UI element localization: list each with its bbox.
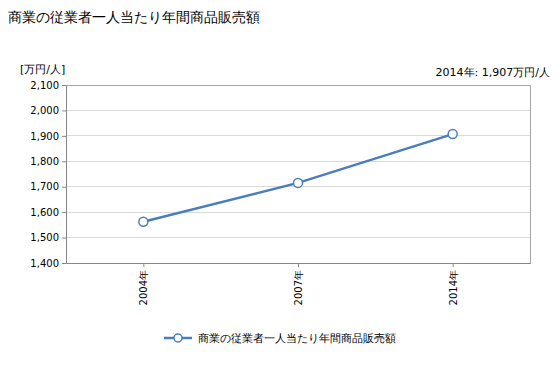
y-tick: 1,900 <box>30 131 66 142</box>
x-tick: 2004年 <box>138 263 149 305</box>
y-axis-label: [万円/人] <box>20 63 65 76</box>
point <box>448 130 457 139</box>
y-tick: 1,500 <box>30 232 66 243</box>
x-tick: 2014年 <box>448 263 459 305</box>
y-tick-mark <box>62 136 66 137</box>
y-tick-label: 2,100 <box>30 80 59 91</box>
y-tick-mark <box>62 238 66 239</box>
y-tick-label: 1,900 <box>30 131 59 142</box>
x-tick-label: 2014年 <box>448 270 459 305</box>
grid <box>66 85 530 263</box>
plot-frame <box>66 85 530 263</box>
x-tick-label: 2004年 <box>138 270 149 305</box>
y-axis-line <box>66 86 67 264</box>
y-tick-mark <box>62 85 66 86</box>
y-tick: 2,100 <box>30 80 66 91</box>
grid-line <box>66 135 530 136</box>
y-tick-label: 1,800 <box>30 156 59 167</box>
legend-item: 商業の従業者一人当たり年間商品販売額 <box>164 332 396 345</box>
series-line <box>143 134 452 222</box>
y-tick-label: 1,700 <box>30 181 59 192</box>
grid-line <box>66 237 530 238</box>
y-tick-label: 1,500 <box>30 232 59 243</box>
annotation: 2014年: 1,907万円/人 <box>436 66 550 79</box>
title: 商業の従業者一人当たり年間商品販売額 <box>8 9 260 25</box>
grid-line <box>66 110 530 111</box>
y-tick: 1,600 <box>30 207 66 218</box>
x-tick-mark <box>453 263 454 267</box>
x-tick-mark <box>298 263 299 267</box>
chart: 商業の従業者一人当たり年間商品販売額 [万円/人] 2014年: 1,907万円/人… <box>0 0 560 366</box>
y-tick-mark <box>62 212 66 213</box>
grid-line <box>66 212 530 213</box>
point <box>139 217 148 226</box>
y-tick-mark <box>62 187 66 188</box>
x-tick: 2007年 <box>293 263 304 305</box>
x-tick-label: 2007年 <box>293 270 304 305</box>
y-tick: 1,700 <box>30 181 66 192</box>
y-tick: 1,400 <box>30 258 66 269</box>
y-tick-label: 1,400 <box>30 258 59 269</box>
y-tick-label: 1,600 <box>30 207 59 218</box>
legend-label: 商業の従業者一人当たり年間商品販売額 <box>198 332 396 345</box>
y-tick: 2,000 <box>30 105 66 116</box>
y-axis: 1,400 1,500 1,600 1,700 1,800 1,900 2,000 2,100 <box>30 80 66 269</box>
legend-marker <box>174 334 182 342</box>
legend: 商業の従業者一人当たり年間商品販売額 <box>164 332 396 345</box>
plot: 1,400 1,500 1,600 1,700 1,800 1,900 2,000 2,100… <box>30 80 530 306</box>
marks <box>139 130 457 227</box>
y-tick-mark <box>62 110 66 111</box>
x-tick-mark <box>143 263 144 267</box>
y-tick-mark <box>62 263 66 264</box>
grid-line <box>66 161 530 162</box>
y-tick-label: 2,000 <box>30 105 59 116</box>
point <box>294 178 303 187</box>
y-tick: 1,800 <box>30 156 66 167</box>
x-axis: 2004年 2007年 2014年 <box>67 263 531 305</box>
y-tick-mark <box>62 161 66 162</box>
